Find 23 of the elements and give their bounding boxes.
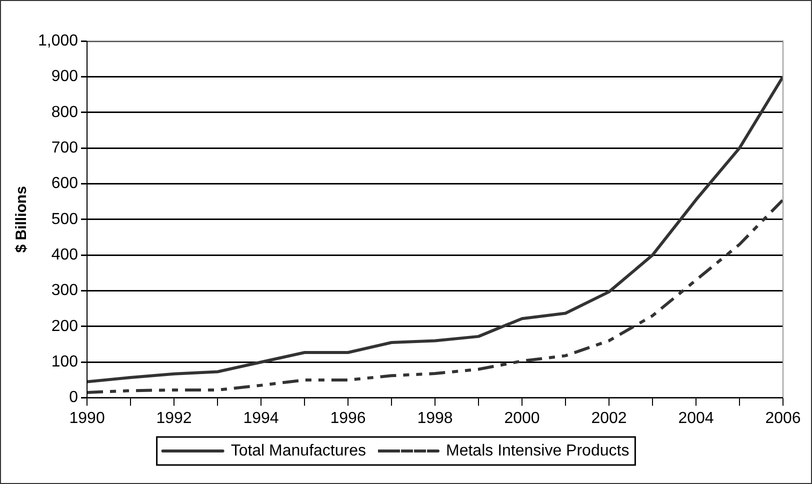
y-tick-label: 900: [51, 68, 78, 86]
y-tick-label: 600: [51, 175, 78, 192]
x-tick-label: 2006: [765, 410, 801, 427]
y-tick-label: 200: [51, 318, 78, 335]
legend-label: Total Manufactures: [230, 442, 366, 460]
y-tick-label: 100: [51, 354, 78, 371]
y-tick-label: 0: [69, 389, 78, 406]
x-tick-label: 1990: [69, 410, 105, 427]
x-tick-label: 1994: [243, 410, 279, 427]
x-tick-label: 2004: [678, 410, 714, 427]
legend-label: Metals Intensive Products: [446, 442, 630, 460]
x-tick-label: 2000: [504, 410, 540, 427]
x-tick-label: 1998: [417, 410, 453, 427]
y-tick-label: 300: [51, 282, 78, 300]
y-axis-title: $ Billions: [13, 186, 30, 253]
y-tick-label: 400: [51, 246, 78, 264]
y-tick-label: 500: [51, 210, 78, 228]
y-tick-label: 1,000: [38, 32, 78, 50]
y-tick-label: 800: [51, 104, 78, 121]
y-tick-label: 700: [51, 139, 78, 156]
x-tick-label: 1992: [156, 410, 192, 427]
x-tick-label: 1996: [330, 410, 366, 427]
x-tick-label: 2002: [591, 410, 627, 427]
